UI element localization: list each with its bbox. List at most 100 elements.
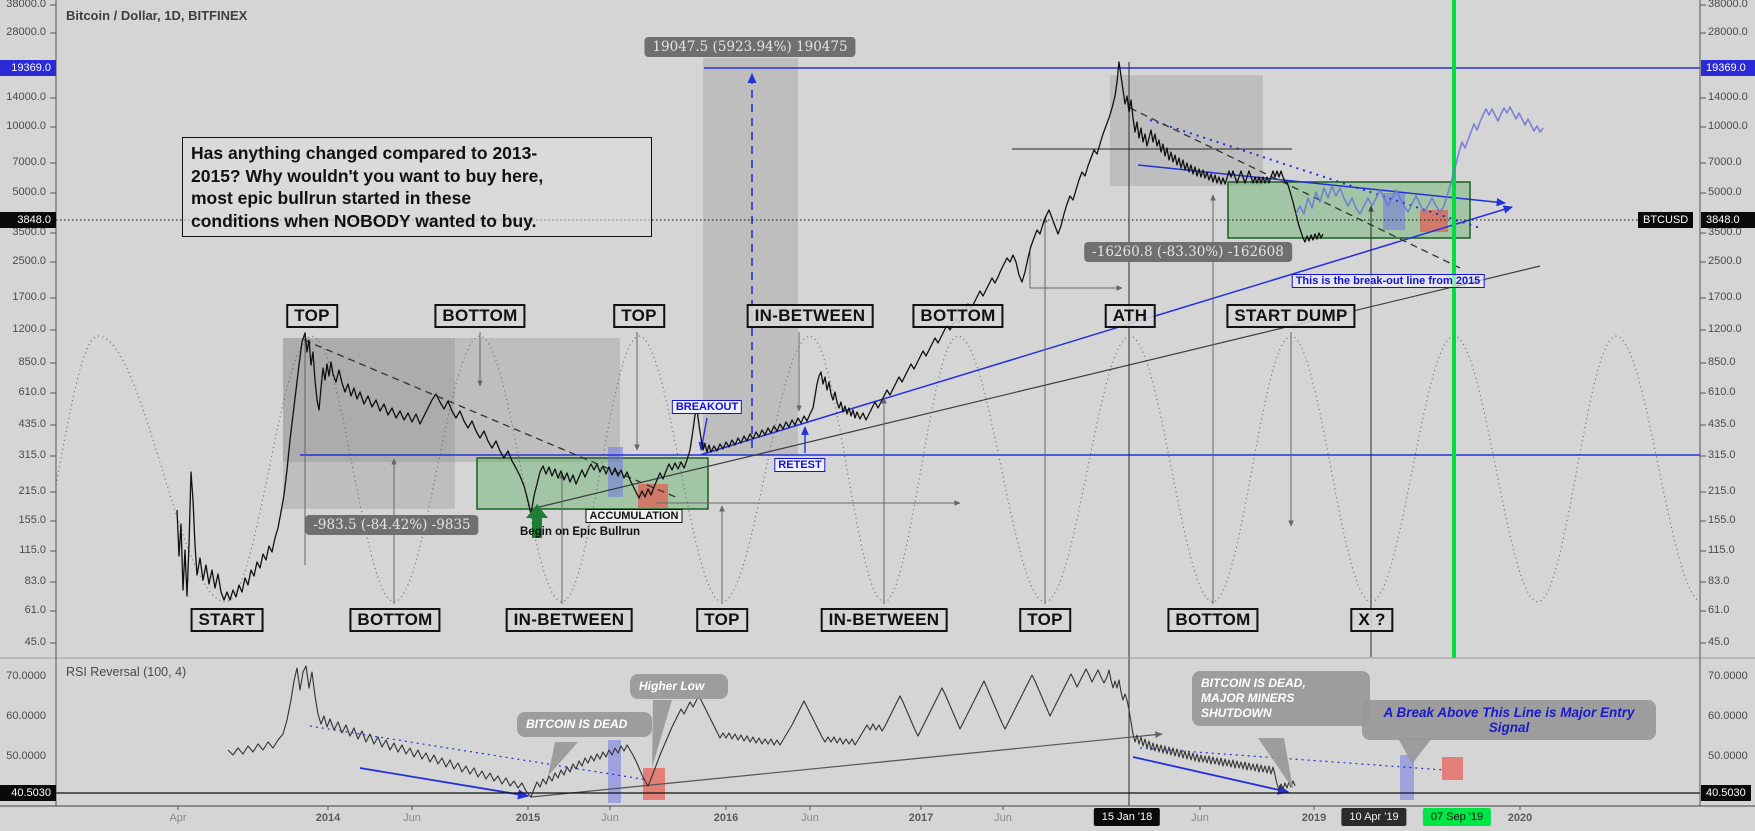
cycle-label-bottom[interactable]: X ?: [1350, 608, 1394, 632]
drawing-line-30[interactable]: [359, 767, 530, 800]
btc-price-line[interactable]: [176, 61, 1324, 601]
symbol-badge: BTCUSD: [1638, 212, 1694, 228]
time-axis-label: Jun: [601, 812, 619, 824]
price-axis-label: 215.0: [18, 485, 46, 497]
price-axis-label: 14000.0: [1708, 91, 1748, 103]
callout-label[interactable]: This is the break-out line from 2015: [1291, 274, 1485, 288]
time-axis-label: 2019: [1301, 812, 1327, 824]
drawing-line-29[interactable]: [530, 731, 1163, 798]
drawing-line-33[interactable]: [1139, 747, 1446, 771]
price-axis-label: 2500.0: [1708, 255, 1742, 267]
measurement-badge[interactable]: 19047.5 (5923.94%) 190475: [644, 37, 856, 57]
time-axis-label: Jun: [801, 812, 819, 824]
callout-label[interactable]: ACCUMULATION: [585, 509, 683, 523]
speech-bubble-tail: [1258, 738, 1293, 789]
cycle-label-bottom[interactable]: IN-BETWEEN: [505, 608, 633, 632]
cycle-label-bottom[interactable]: TOP: [696, 608, 748, 632]
price-badge: 3848.0: [1701, 212, 1755, 228]
drawing-line-7[interactable]: [1129, 107, 1461, 269]
time-axis-date-badge: 07 Sep '19: [1422, 808, 1492, 826]
rsi-axis-label: 70.0000: [1708, 670, 1748, 682]
price-axis-label: 435.0: [1708, 418, 1736, 430]
rsi-axis-label: 50.0000: [1708, 750, 1748, 762]
price-axis-label: 610.0: [1708, 386, 1736, 398]
ghost-projection-line[interactable]: [1295, 106, 1544, 215]
cycle-label-top[interactable]: TOP: [613, 304, 665, 328]
callout-label[interactable]: RETEST: [774, 458, 826, 472]
drawing-line-2[interactable]: [699, 205, 1514, 456]
cycle-label-bottom[interactable]: BOTTOM: [1167, 608, 1259, 632]
highlight-box-purple[interactable]: [1400, 755, 1414, 800]
rsi-line[interactable]: [227, 665, 1296, 798]
rsi-badge: 40.5030: [1701, 785, 1751, 801]
price-axis-label: 7000.0: [12, 156, 46, 168]
cycle-label-top[interactable]: START DUMP: [1226, 304, 1356, 328]
price-axis-label: 155.0: [18, 514, 46, 526]
price-axis-label: 2500.0: [12, 255, 46, 267]
price-badge: 3848.0: [0, 212, 56, 228]
highlight-box-purple[interactable]: [608, 740, 621, 803]
shaded-region[interactable]: [703, 58, 798, 456]
price-axis-label: 3500.0: [1708, 226, 1742, 238]
time-axis-label: 2015: [515, 812, 541, 824]
speech-bubble-tail: [548, 742, 578, 776]
price-axis-label: 155.0: [1708, 514, 1736, 526]
time-axis-label: 2017: [908, 812, 934, 824]
cycle-label-top[interactable]: IN-BETWEEN: [746, 304, 874, 328]
price-axis-label: 610.0: [18, 386, 46, 398]
rsi-indicator-title[interactable]: RSI Reversal (100, 4): [66, 665, 187, 679]
highlight-box-purple[interactable]: [1383, 193, 1405, 230]
drawing-line-4[interactable]: [1149, 119, 1481, 229]
price-axis-label: 45.0: [1708, 636, 1730, 648]
cycle-label-top[interactable]: ATH: [1104, 304, 1156, 328]
callout-label[interactable]: BREAKOUT: [671, 400, 743, 414]
cycle-label-bottom[interactable]: TOP: [1019, 608, 1071, 632]
price-axis-label: 28000.0: [1708, 26, 1748, 38]
cycle-label-bottom[interactable]: BOTTOM: [349, 608, 441, 632]
price-axis-label: 215.0: [1708, 485, 1736, 497]
measurement-badge[interactable]: -16260.8 (-83.30%) -162608: [1084, 242, 1292, 262]
drawing-line-32[interactable]: [1132, 756, 1290, 795]
cycle-label-bottom[interactable]: START: [190, 608, 264, 632]
price-axis-label: 1200.0: [1708, 323, 1742, 335]
price-axis-label: 435.0: [18, 418, 46, 430]
price-axis-label: 115.0: [19, 544, 46, 556]
price-axis-label: 10000.0: [6, 120, 46, 132]
speech-bubble[interactable]: Higher Low: [630, 674, 728, 699]
price-axis-label: 45.0: [24, 636, 46, 648]
speech-bubble-tail: [1398, 738, 1432, 764]
speech-bubble-tail: [652, 700, 672, 768]
shaded-region[interactable]: [283, 338, 455, 509]
time-axis-label: Jun: [403, 812, 421, 824]
drawing-line-6[interactable]: [303, 339, 679, 499]
price-axis-label: 61.0: [24, 604, 46, 616]
price-axis-label: 850.0: [18, 356, 46, 368]
speech-bubble[interactable]: BITCOIN IS DEAD: [517, 712, 652, 737]
speech-bubble[interactable]: BITCOIN IS DEAD, MAJOR MINERS SHUTDOWN: [1192, 671, 1370, 726]
speech-bubble[interactable]: A Break Above This Line is Major Entry S…: [1362, 700, 1656, 740]
highlight-box-red[interactable]: [643, 768, 665, 800]
begin-bullrun-label[interactable]: Begin on Epic Bullrun: [519, 526, 641, 538]
cycle-label-top[interactable]: TOP: [286, 304, 338, 328]
price-axis-label: 38000.0: [6, 0, 46, 10]
rsi-axis-label: 70.0000: [6, 670, 46, 682]
price-axis-label: 5000.0: [1708, 186, 1742, 198]
cycle-label-top[interactable]: BOTTOM: [434, 304, 526, 328]
cycle-label-bottom[interactable]: IN-BETWEEN: [820, 608, 948, 632]
price-axis-label: 850.0: [1708, 356, 1736, 368]
price-badge: 19369.0: [0, 60, 56, 76]
rsi-axis-label: 60.0000: [1708, 710, 1748, 722]
shaded-region[interactable]: [283, 338, 620, 462]
time-axis-date-badge: 15 Jan '18: [1093, 808, 1161, 826]
rsi-badge: 40.5030: [0, 785, 56, 801]
highlight-box-red[interactable]: [1420, 210, 1448, 232]
measurement-badge[interactable]: -983.5 (-84.42%) -9835: [305, 515, 479, 535]
drawing-line-8[interactable]: [534, 265, 1541, 509]
green-up-arrow[interactable]: [526, 504, 548, 538]
cycle-label-top[interactable]: BOTTOM: [912, 304, 1004, 328]
commentary-text-box[interactable]: Has anything changed compared to 2013- 20…: [182, 137, 652, 237]
price-axis-label: 83.0: [24, 575, 46, 587]
highlight-box-red[interactable]: [1442, 757, 1463, 780]
